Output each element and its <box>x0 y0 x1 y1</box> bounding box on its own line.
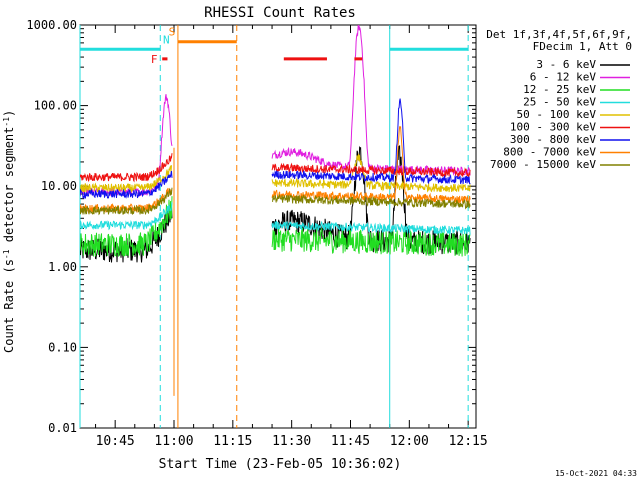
series-line <box>271 153 471 193</box>
legend-label: 12 - 25 keV <box>523 83 596 96</box>
plot-layer: 0.01 0.10 1.00 10.00 100.00 1000.00 10:45 11:00… <box>26 18 487 449</box>
legend-label: 7000 - 15000 keV <box>490 158 596 171</box>
series-line <box>271 98 471 185</box>
legend-label: 50 - 100 keV <box>517 108 597 121</box>
y-tick-label: 0.01 <box>48 421 77 435</box>
series-group <box>80 196 471 257</box>
y-tick-label: 1000.00 <box>26 18 77 32</box>
series-line <box>272 194 471 210</box>
x-tick-label: 12:00 <box>390 434 429 449</box>
x-tick-label: 11:45 <box>331 434 370 449</box>
plot-timestamp: 15-Oct-2021 04:33 <box>555 469 637 478</box>
ylabel-tail: detector segment <box>2 127 16 250</box>
series-line <box>80 202 173 231</box>
x-axis-label: Start Time (23-Feb-05 10:36:02) <box>159 457 402 472</box>
series-line <box>271 125 471 205</box>
series-line <box>80 170 173 200</box>
series-line <box>271 227 471 257</box>
x-tick-label: 11:30 <box>272 434 311 449</box>
y-tick-label: 1.00 <box>48 260 77 274</box>
legend-label: 25 - 50 keV <box>523 96 596 109</box>
series-line <box>80 164 173 193</box>
series-line <box>271 162 471 178</box>
y-tick-label: 100.00 <box>34 99 77 113</box>
legend-header-line: Det 1f,3f,4f,5f,6f,9f, <box>486 28 632 41</box>
legend-label: 6 - 12 keV <box>530 71 597 84</box>
x-tick-label: 10:45 <box>96 434 135 449</box>
series-group <box>80 153 471 193</box>
series-group <box>80 153 471 183</box>
y-tick-label: 10.00 <box>41 179 77 193</box>
flag-label: N <box>163 33 170 46</box>
series-line <box>80 153 173 183</box>
flag-label: S <box>169 26 176 39</box>
legend-label: 100 - 300 keV <box>510 121 596 134</box>
chart-title: RHESSI Count Rates <box>204 5 356 21</box>
ylabel-sup: -1 <box>2 249 11 259</box>
legend-label: 3 - 6 keV <box>536 58 596 71</box>
series-group <box>80 202 471 235</box>
x-tick-label: 11:00 <box>154 434 193 449</box>
legend-label: 300 - 800 keV <box>510 133 596 146</box>
series-line <box>80 196 173 257</box>
series-line <box>80 187 173 216</box>
series-group <box>80 98 471 200</box>
ylabel-end: ) <box>2 110 16 117</box>
legend-header: Det 1f,3f,4f,5f,6f,9f,FDecim 1, Att 0 <box>486 28 632 53</box>
x-tick-label: 11:15 <box>213 434 252 449</box>
ylabel-sup2: -1 <box>2 117 11 127</box>
series-group <box>80 187 471 216</box>
x-tick-label: 12:15 <box>449 434 488 449</box>
legend-header-line: FDecim 1, Att 0 <box>533 40 632 53</box>
legend-label: 800 - 7000 keV <box>503 146 596 159</box>
series-line <box>271 220 471 235</box>
y-axis-label: Count Rate (s-1 detector segment-1) <box>2 110 16 353</box>
ylabel-main: Count Rate (s <box>2 259 16 353</box>
flag-label: F <box>151 53 158 66</box>
y-tick-label: 0.10 <box>48 340 77 354</box>
